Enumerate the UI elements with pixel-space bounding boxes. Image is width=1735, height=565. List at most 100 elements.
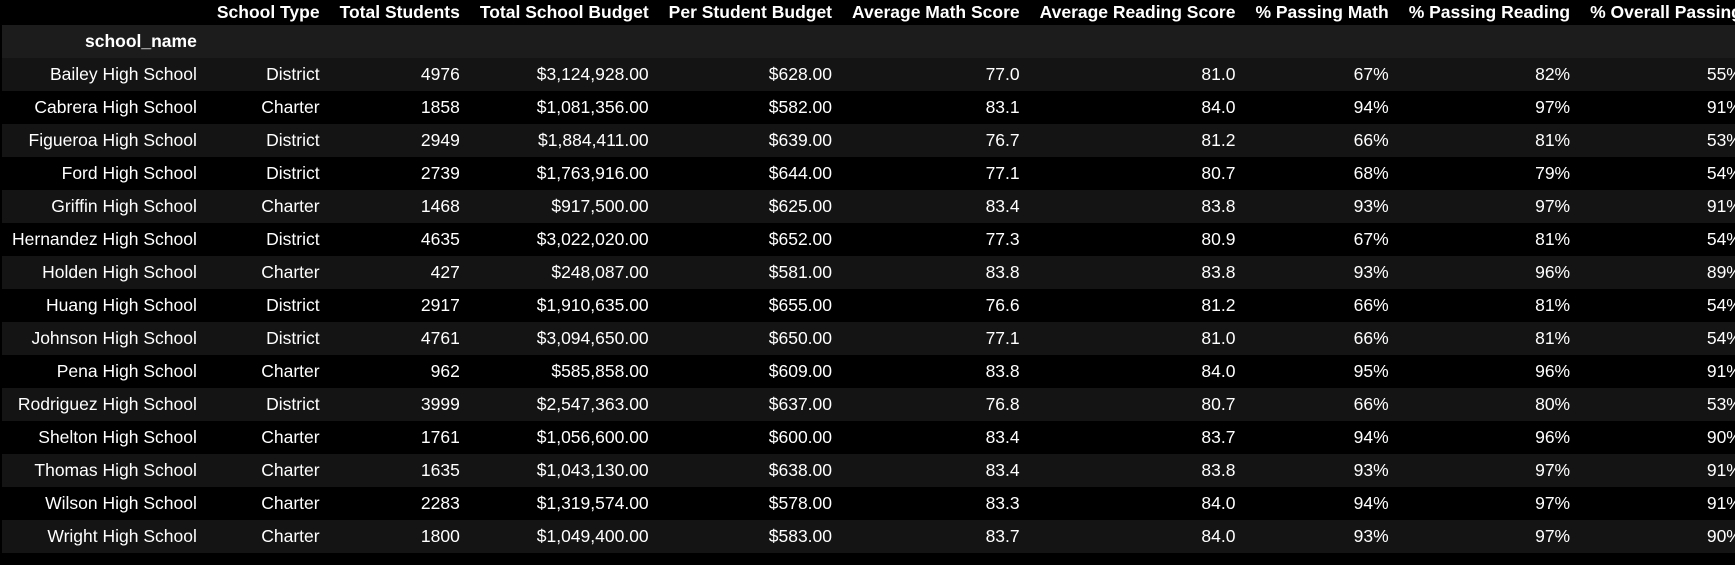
cell-average-math-score: 83.4 (985, 460, 1020, 480)
cell-average-reading-score: 83.8 (1201, 460, 1236, 480)
cell-average-math-score: 83.1 (985, 97, 1020, 117)
index-row-empty-cell (1580, 25, 1735, 58)
cell-average-reading-score: 84.0 (1201, 493, 1236, 513)
cell-per-student-budget: $655.00 (768, 295, 833, 315)
cell-average-reading-score: 81.2 (1201, 295, 1236, 315)
column-header-total-school-budget: Total School Budget (469, 0, 659, 25)
cell-passing-reading: 81% (1535, 328, 1571, 348)
table-body: Bailey High School District 4976 $3,124,928… (2, 58, 1735, 553)
table-row: Figueroa High School District 2949 $1,884,4… (2, 124, 1735, 157)
table-row: Holden High School Charter 427 $248,087.00 $… (2, 256, 1735, 289)
index-row-empty-cell (658, 25, 843, 58)
cell-total-school-budget: $3,094,650.00 (536, 328, 649, 348)
cell-overall-passing: 90% (1706, 526, 1735, 546)
cell-per-student-budget: $639.00 (768, 130, 833, 150)
cell-total-students: 1468 (420, 196, 460, 216)
cell-average-reading-score: 84.0 (1201, 97, 1236, 117)
column-header-passing-math: % Passing Math (1245, 0, 1399, 25)
column-header-total-students: Total Students (329, 0, 470, 25)
cell-passing-math: 66% (1353, 394, 1389, 414)
cell-total-school-budget: $1,884,411.00 (538, 130, 649, 150)
cell-total-students: 1858 (420, 97, 460, 117)
cell-average-math-score: 77.1 (985, 163, 1020, 183)
cell-passing-reading: 96% (1535, 427, 1571, 447)
cell-passing-math: 66% (1353, 295, 1389, 315)
cell-per-student-budget: $609.00 (768, 361, 833, 381)
cell-total-students: 427 (430, 262, 460, 282)
cell-total-school-budget: $1,056,600.00 (536, 427, 649, 447)
cell-average-math-score: 76.6 (985, 295, 1020, 315)
table-row: Thomas High School Charter 1635 $1,043,130.… (2, 454, 1735, 487)
cell-average-math-score: 83.8 (985, 361, 1020, 381)
cell-total-students: 3999 (420, 394, 460, 414)
cell-overall-passing: 90% (1706, 427, 1735, 447)
school-summary-table: School Type Total Students Total School … (2, 0, 1735, 553)
cell-average-math-score: 77.3 (985, 229, 1020, 249)
cell-passing-reading: 81% (1535, 295, 1571, 315)
row-index-school-name: Huang High School (46, 295, 197, 315)
cell-total-students: 2739 (420, 163, 460, 183)
cell-overall-passing: 54% (1706, 229, 1735, 249)
cell-total-school-budget: $1,081,356.00 (536, 97, 649, 117)
cell-overall-passing: 53% (1706, 130, 1735, 150)
cell-school-type: Charter (261, 361, 320, 381)
cell-passing-math: 94% (1353, 493, 1389, 513)
corner-header-cell (2, 0, 207, 25)
cell-overall-passing: 91% (1706, 97, 1735, 117)
column-header-school-type: School Type (206, 0, 330, 25)
index-row-empty-cell (206, 25, 330, 58)
cell-overall-passing: 91% (1706, 361, 1735, 381)
cell-overall-passing: 54% (1706, 295, 1735, 315)
row-index-school-name: Thomas High School (34, 460, 197, 480)
cell-overall-passing: 91% (1706, 493, 1735, 513)
index-row-empty-cell (1245, 25, 1399, 58)
row-index-school-name: Pena High School (56, 361, 197, 381)
column-header-overall-passing: % Overall Passing (1580, 0, 1735, 25)
cell-passing-math: 68% (1353, 163, 1389, 183)
cell-per-student-budget: $638.00 (768, 460, 833, 480)
cell-average-math-score: 77.1 (985, 328, 1020, 348)
cell-total-school-budget: $1,043,130.00 (536, 460, 649, 480)
cell-total-students: 4761 (420, 328, 460, 348)
cell-average-reading-score: 80.7 (1201, 394, 1236, 414)
cell-school-type: Charter (261, 427, 320, 447)
cell-total-school-budget: $3,022,020.00 (536, 229, 649, 249)
column-header-passing-reading: % Passing Reading (1398, 0, 1581, 25)
cell-school-type: District (266, 64, 320, 84)
cell-school-type: Charter (261, 526, 320, 546)
cell-school-type: District (266, 130, 320, 150)
cell-overall-passing: 91% (1706, 196, 1735, 216)
cell-per-student-budget: $600.00 (768, 427, 833, 447)
index-row-empty-cell (469, 25, 659, 58)
row-index-school-name: Griffin High School (51, 196, 197, 216)
cell-passing-reading: 82% (1535, 64, 1571, 84)
cell-school-type: Charter (261, 196, 320, 216)
index-row-empty-cell (329, 25, 470, 58)
cell-passing-math: 95% (1353, 361, 1389, 381)
cell-passing-math: 67% (1353, 64, 1389, 84)
cell-average-math-score: 83.8 (985, 262, 1020, 282)
cell-passing-reading: 80% (1535, 394, 1571, 414)
cell-total-school-budget: $248,087.00 (551, 262, 649, 282)
row-index-school-name: Wilson High School (45, 493, 197, 513)
cell-passing-reading: 96% (1535, 262, 1571, 282)
cell-passing-reading: 97% (1535, 460, 1571, 480)
table-row: Rodriguez High School District 3999 $2,547,… (2, 388, 1735, 421)
cell-average-reading-score: 83.7 (1201, 427, 1236, 447)
table-header: School Type Total Students Total School … (2, 0, 1735, 58)
cell-school-type: District (266, 328, 320, 348)
dataframe-output: School Type Total Students Total School … (2, 0, 1735, 553)
row-index-school-name: Cabrera High School (34, 97, 197, 117)
cell-passing-math: 66% (1353, 130, 1389, 150)
row-index-school-name: Bailey High School (49, 64, 197, 84)
cell-overall-passing: 54% (1706, 163, 1735, 183)
table-row: Huang High School District 2917 $1,910,635.… (2, 289, 1735, 322)
table-row: Pena High School Charter 962 $585,858.00 $60… (2, 355, 1735, 388)
cell-overall-passing: 53% (1706, 394, 1735, 414)
cell-passing-reading: 81% (1535, 229, 1571, 249)
cell-school-type: Charter (261, 262, 320, 282)
cell-school-type: District (266, 229, 320, 249)
cell-overall-passing: 54% (1706, 328, 1735, 348)
cell-total-students: 2917 (420, 295, 460, 315)
table-row: Wright High School Charter 1800 $1,049,400.… (2, 520, 1735, 553)
